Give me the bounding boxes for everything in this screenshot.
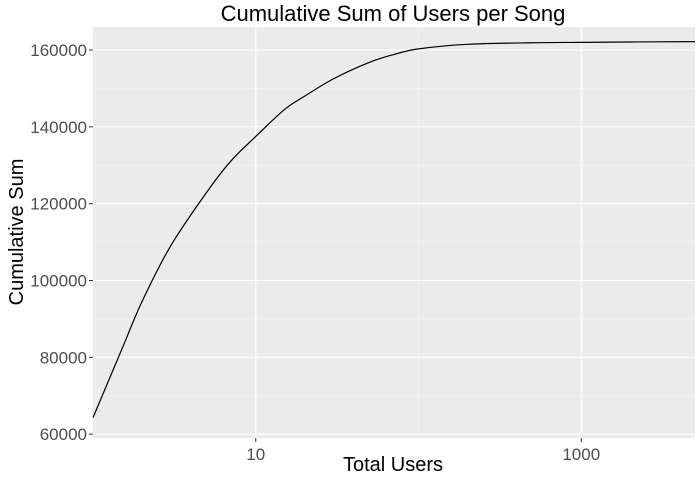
- x-tick-label: 1000: [562, 445, 600, 464]
- minor-gridlines: [93, 27, 695, 438]
- chart-title: Cumulative Sum of Users per Song: [221, 1, 566, 26]
- plot-panel: [93, 27, 695, 438]
- y-axis: 60000 80000 100000 120000 140000 160000: [30, 41, 93, 444]
- y-tick-label: 60000: [40, 425, 87, 444]
- x-tick-label: 10: [246, 445, 265, 464]
- major-gridlines: [93, 27, 695, 438]
- y-tick-label: 140000: [30, 118, 87, 137]
- series-layer: [92, 41, 696, 418]
- x-axis-title: Total Users: [343, 454, 443, 476]
- y-tick-label: 160000: [30, 41, 87, 60]
- y-tick-label: 120000: [30, 195, 87, 214]
- y-axis-title: Cumulative Sum: [6, 159, 28, 306]
- y-tick-label: 100000: [30, 272, 87, 291]
- series-line: [92, 41, 696, 418]
- y-tick-label: 80000: [40, 348, 87, 367]
- x-axis: 10 1000: [246, 438, 600, 464]
